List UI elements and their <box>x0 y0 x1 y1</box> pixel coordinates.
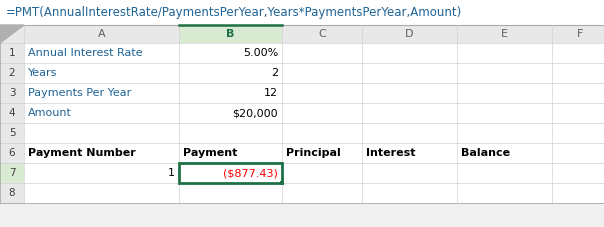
Bar <box>0 25 24 43</box>
Bar <box>280 181 284 185</box>
Bar <box>0 103 24 123</box>
Text: 5.00%: 5.00% <box>243 48 278 58</box>
Text: 5: 5 <box>8 128 15 138</box>
Text: 7: 7 <box>8 168 15 178</box>
Bar <box>0 0 604 25</box>
Bar <box>0 123 24 143</box>
Text: D: D <box>405 29 414 39</box>
Text: F: F <box>577 29 583 39</box>
Bar <box>0 43 24 63</box>
Polygon shape <box>0 25 24 43</box>
Text: =PMT(AnnualInterestRate/PaymentsPerYear,Years*PaymentsPerYear,Amount): =PMT(AnnualInterestRate/PaymentsPerYear,… <box>6 6 462 19</box>
Text: 4: 4 <box>8 108 15 118</box>
Text: B: B <box>226 29 235 39</box>
Bar <box>0 143 24 163</box>
Text: 2: 2 <box>271 68 278 78</box>
Text: Balance: Balance <box>461 148 510 158</box>
Text: Years: Years <box>28 68 57 78</box>
Bar <box>179 25 282 43</box>
Text: Amount: Amount <box>28 108 72 118</box>
Text: 3: 3 <box>8 88 15 98</box>
Text: 1: 1 <box>8 48 15 58</box>
Bar <box>0 163 24 183</box>
Text: Principal: Principal <box>286 148 341 158</box>
Text: E: E <box>501 29 508 39</box>
Bar <box>0 83 24 103</box>
Text: $20,000: $20,000 <box>233 108 278 118</box>
Text: A: A <box>98 29 105 39</box>
Text: Payments Per Year: Payments Per Year <box>28 88 131 98</box>
Text: 1: 1 <box>168 168 175 178</box>
Bar <box>0 25 604 43</box>
Text: Payment Number: Payment Number <box>28 148 136 158</box>
Text: 6: 6 <box>8 148 15 158</box>
Text: Annual Interest Rate: Annual Interest Rate <box>28 48 143 58</box>
Text: ($877.43): ($877.43) <box>223 168 278 178</box>
Bar <box>0 63 24 83</box>
Text: Interest: Interest <box>366 148 416 158</box>
Text: 8: 8 <box>8 188 15 198</box>
Text: 12: 12 <box>264 88 278 98</box>
Text: Payment: Payment <box>183 148 237 158</box>
Bar <box>24 43 604 203</box>
Text: C: C <box>318 29 326 39</box>
Bar <box>0 183 24 203</box>
Text: 2: 2 <box>8 68 15 78</box>
Bar <box>179 163 282 183</box>
